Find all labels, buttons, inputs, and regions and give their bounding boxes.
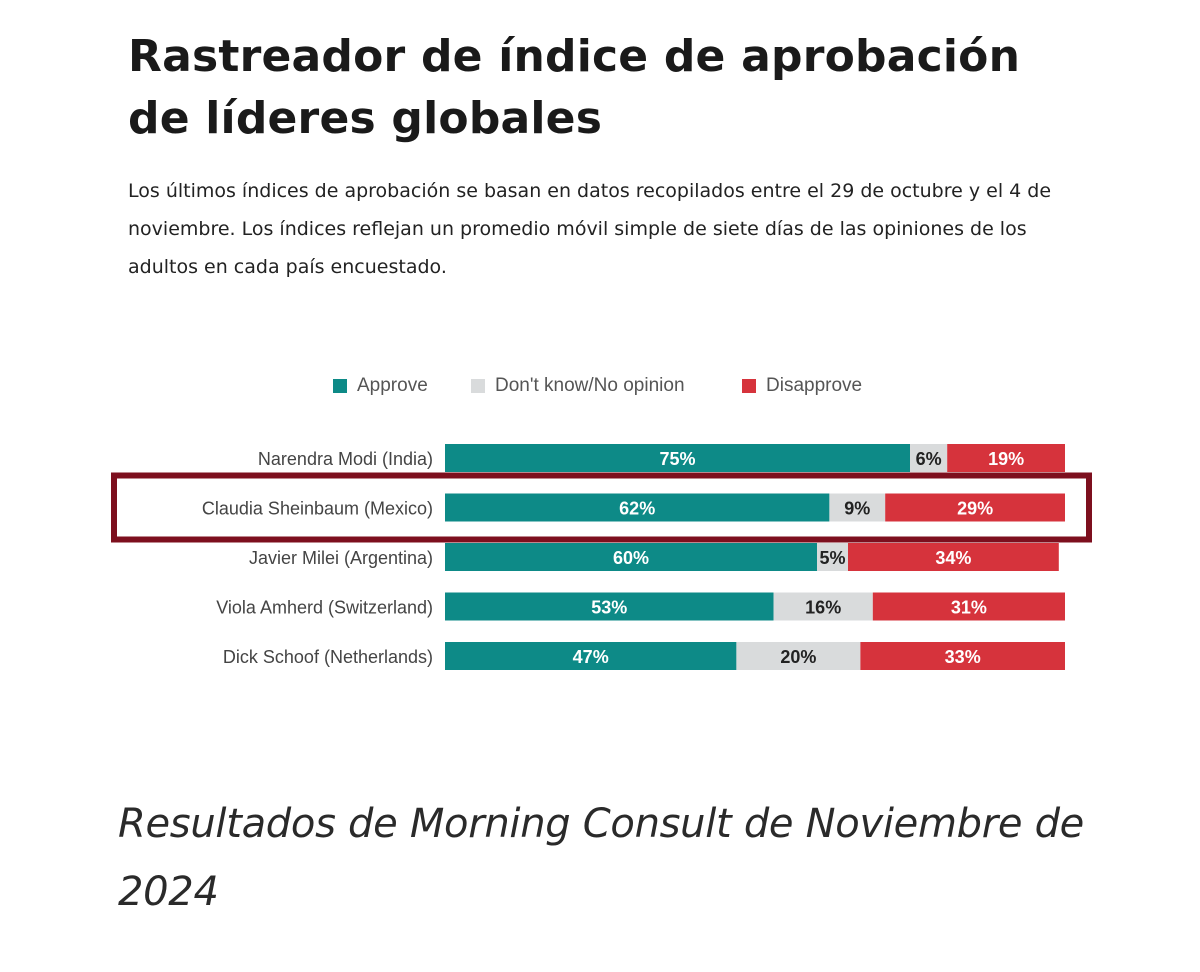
legend-swatch-disapprove xyxy=(742,379,756,393)
bar-disapprove-viola-amherd-switzerland xyxy=(872,592,1065,621)
bar-disapprove-narendra-modi-india xyxy=(947,444,1065,472)
data-label-disapprove-narendra-modi-india: 19% xyxy=(988,449,1024,469)
highlight-box xyxy=(111,472,1092,543)
bar-approve-narendra-modi-india xyxy=(445,444,910,472)
bar-disapprove-javier-milei-argentina xyxy=(848,543,1059,571)
legend-label-approve: Approve xyxy=(357,375,428,396)
category-label-narendra-modi-india: Narendra Modi (India) xyxy=(258,449,433,469)
data-label-dont-know-claudia-sheinbaum-mexico: 9% xyxy=(844,499,870,519)
bar-approve-claudia-sheinbaum-mexico xyxy=(445,493,830,522)
data-label-approve-narendra-modi-india: 75% xyxy=(659,449,695,469)
data-label-disapprove-claudia-sheinbaum-mexico: 29% xyxy=(957,499,993,519)
data-label-dont-know-viola-amherd-switzerland: 16% xyxy=(805,598,841,618)
data-label-dont-know-narendra-modi-india: 6% xyxy=(916,449,942,469)
data-label-approve-dick-schoof-netherlands: 47% xyxy=(573,647,609,667)
bar-dont-know-narendra-modi-india xyxy=(910,444,948,472)
data-label-disapprove-viola-amherd-switzerland: 31% xyxy=(951,598,987,618)
bar-approve-viola-amherd-switzerland xyxy=(445,592,774,621)
bar-dont-know-javier-milei-argentina xyxy=(817,543,848,571)
chart-legend: Approve Don't know/No opinion Disapprove xyxy=(0,372,1200,400)
data-label-dont-know-javier-milei-argentina: 5% xyxy=(819,548,845,568)
data-label-disapprove-dick-schoof-netherlands: 33% xyxy=(945,647,981,667)
bar-approve-javier-milei-argentina xyxy=(445,543,817,571)
category-label-dick-schoof-netherlands: Dick Schoof (Netherlands) xyxy=(223,647,433,667)
legend-item-approve: Approve xyxy=(333,372,428,400)
bar-dont-know-dick-schoof-netherlands xyxy=(736,642,861,670)
category-label-viola-amherd-switzerland: Viola Amherd (Switzerland) xyxy=(216,598,433,618)
data-label-approve-javier-milei-argentina: 60% xyxy=(613,548,649,568)
data-label-approve-viola-amherd-switzerland: 53% xyxy=(591,598,627,618)
bar-dont-know-claudia-sheinbaum-mexico xyxy=(829,493,886,522)
legend-item-disapprove: Disapprove xyxy=(742,372,862,400)
bar-approve-dick-schoof-netherlands xyxy=(445,642,737,670)
data-label-disapprove-javier-milei-argentina: 34% xyxy=(935,548,971,568)
category-label-claudia-sheinbaum-mexico: Claudia Sheinbaum (Mexico) xyxy=(202,499,433,519)
bar-disapprove-dick-schoof-netherlands xyxy=(860,642,1065,670)
chart-subtitle: Los últimos índices de aprobación se bas… xyxy=(128,180,1052,278)
category-label-javier-milei-argentina: Javier Milei (Argentina) xyxy=(249,548,433,568)
legend-swatch-approve xyxy=(333,379,347,393)
legend-item-dont-know: Don't know/No opinion xyxy=(471,372,685,400)
chart-title: Rastreador de índice de aprobación de lí… xyxy=(128,31,1021,144)
bar-dont-know-viola-amherd-switzerland xyxy=(773,592,873,621)
bar-disapprove-claudia-sheinbaum-mexico xyxy=(885,493,1065,522)
data-label-approve-claudia-sheinbaum-mexico: 62% xyxy=(619,499,655,519)
legend-label-dont-know: Don't know/No opinion xyxy=(495,375,685,396)
source-caption: Resultados de Morning Consult de Noviemb… xyxy=(118,801,1084,915)
legend-swatch-dont-know xyxy=(471,379,485,393)
data-label-dont-know-dick-schoof-netherlands: 20% xyxy=(780,647,816,667)
legend-label-disapprove: Disapprove xyxy=(766,375,863,396)
